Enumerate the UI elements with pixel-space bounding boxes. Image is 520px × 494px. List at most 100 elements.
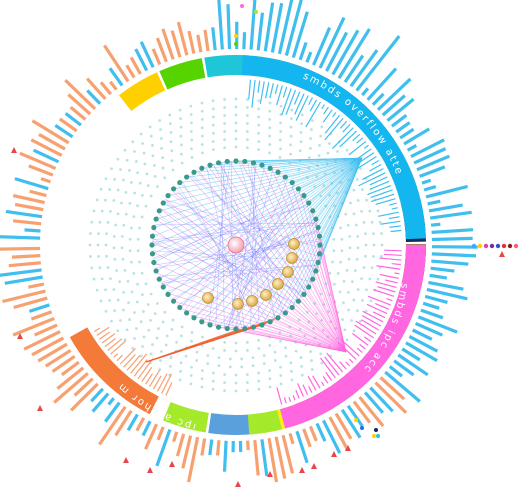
- grid-dot: [228, 357, 232, 361]
- link-line: [154, 223, 318, 225]
- grid-dot: [342, 279, 346, 283]
- inner-bar: [113, 353, 119, 358]
- legend-dot: [254, 10, 258, 14]
- histogram-bar: [108, 80, 118, 91]
- grid-dot: [365, 288, 368, 292]
- inner-bar: [116, 354, 123, 362]
- grid-dot: [116, 157, 120, 161]
- node: [151, 224, 157, 231]
- grid-dot: [257, 371, 260, 375]
- node: [199, 319, 205, 325]
- grid-dot: [105, 254, 108, 258]
- histogram-bar: [91, 392, 110, 413]
- histogram-bar: [14, 202, 44, 212]
- grid-dot: [268, 118, 272, 121]
- inner-bar: [101, 333, 116, 344]
- histogram-bar: [64, 78, 97, 110]
- grid-dot: [149, 352, 153, 356]
- histogram-bar: [44, 348, 72, 368]
- grid-dot: [315, 312, 319, 316]
- histogram-bar: [408, 334, 439, 353]
- grid-dot: [169, 356, 173, 359]
- grid-dot: [352, 212, 356, 216]
- grid-dot: [339, 226, 343, 230]
- node: [306, 200, 312, 206]
- grid-dot: [90, 266, 94, 270]
- node: [275, 315, 281, 321]
- histogram-bar: [322, 419, 342, 454]
- grid-dot: [268, 344, 272, 347]
- link-line: [151, 157, 363, 246]
- grid-dot: [300, 113, 304, 117]
- link-bundle: [145, 157, 363, 363]
- grid-dot: [160, 137, 163, 140]
- histogram-bar: [104, 401, 121, 423]
- inner-bar: [363, 336, 372, 343]
- link-line: [145, 328, 241, 363]
- grid-dot: [96, 243, 100, 247]
- grid-dot: [268, 377, 272, 381]
- grid-dot: [268, 143, 272, 146]
- inner-bar: [379, 257, 402, 261]
- grid-dot: [108, 188, 112, 191]
- grid-dot: [319, 352, 323, 356]
- grid-dot: [139, 132, 143, 136]
- grid-dot: [142, 310, 145, 313]
- histogram-bar: [176, 21, 189, 56]
- grid-dot: [331, 260, 334, 264]
- grid-dot: [141, 142, 144, 145]
- inner-bar: [251, 80, 256, 108]
- grid-dot: [129, 226, 133, 230]
- grid-dot: [300, 364, 304, 368]
- grid-dot: [268, 101, 272, 105]
- histogram-bar: [141, 420, 152, 437]
- grid-dot: [155, 302, 159, 305]
- grid-dot: [279, 147, 282, 151]
- grid-dot: [141, 345, 144, 348]
- histogram-bar: [423, 185, 437, 192]
- inner-bar: [248, 79, 252, 100]
- inner-bar: [276, 387, 283, 405]
- grid-dot: [257, 123, 261, 127]
- legend-dot: [495, 243, 501, 249]
- link-line: [152, 197, 306, 259]
- grid-dot: [347, 290, 350, 294]
- inner-bar: [367, 295, 391, 306]
- histogram-bar: [40, 177, 51, 184]
- histogram-bar: [246, 440, 250, 451]
- grid-dot: [217, 356, 221, 360]
- grid-dot: [362, 221, 366, 224]
- inner-bar: [361, 315, 382, 327]
- grid-dot: [240, 365, 244, 369]
- grid-dot: [122, 308, 125, 312]
- grid-dot: [175, 340, 178, 344]
- grid-dot: [104, 288, 107, 292]
- histogram-bar: [263, 2, 275, 52]
- grid-dot: [139, 354, 143, 358]
- grid-dot: [378, 266, 382, 270]
- histogram-bar: [215, 440, 221, 456]
- histogram-bar: [413, 147, 447, 165]
- histogram-bar: [428, 280, 464, 291]
- node: [315, 224, 321, 231]
- grid-dot: [99, 299, 103, 303]
- grid-dot: [179, 152, 183, 156]
- inner-bar: [104, 338, 116, 348]
- inner-bar: [370, 189, 393, 199]
- grid-dot: [289, 125, 293, 129]
- histogram-bar: [381, 94, 406, 117]
- grid-dot: [268, 151, 271, 155]
- grid-dot: [200, 109, 204, 113]
- grid-dot: [211, 347, 215, 350]
- histogram-bar: [54, 124, 74, 139]
- histogram-bar: [11, 254, 41, 259]
- node: [310, 276, 316, 282]
- grid-dot: [160, 146, 163, 150]
- grid-dot: [89, 255, 92, 258]
- ring-segment: [247, 409, 282, 435]
- grid-dot: [200, 118, 204, 121]
- node: [191, 169, 197, 175]
- histogram-bar: [284, 0, 303, 57]
- grid-dot: [346, 223, 350, 227]
- link-line: [155, 218, 347, 353]
